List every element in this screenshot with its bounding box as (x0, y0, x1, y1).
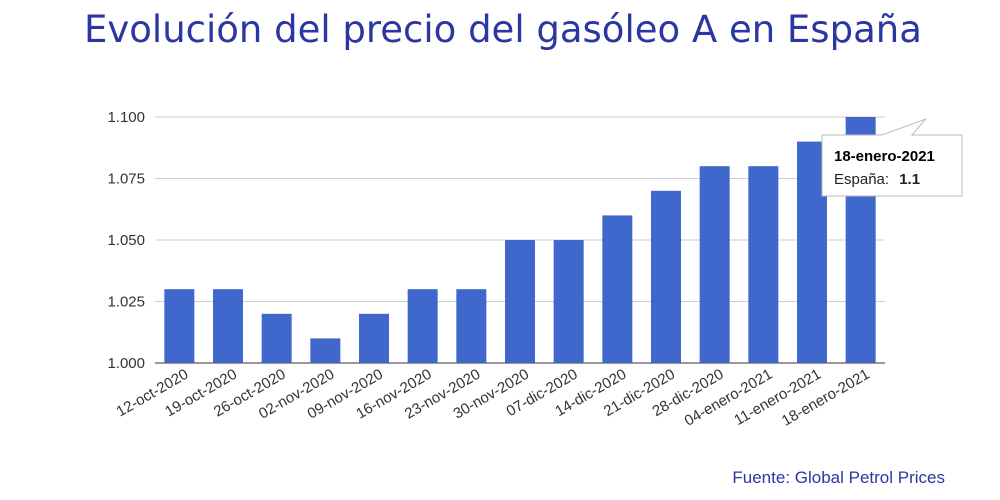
bar[interactable] (359, 313, 389, 363)
y-tick-label: 1.050 (107, 232, 145, 249)
tooltip-box (821, 117, 963, 197)
bar[interactable] (748, 166, 779, 363)
bar[interactable] (505, 240, 535, 363)
bars (164, 117, 876, 363)
tooltip-series-line: España: 1.1 (834, 171, 920, 188)
source-credit: Fuente: Global Petrol Prices (732, 468, 945, 487)
bar[interactable] (310, 338, 341, 363)
chart-title: Evolución del precio del gasóleo A en Es… (84, 8, 922, 51)
bar[interactable] (553, 240, 584, 363)
bar[interactable] (164, 289, 195, 363)
tooltip: 18-enero-2021 España: 1.1 (821, 117, 963, 197)
bar[interactable] (651, 190, 681, 363)
y-tick-label: 1.000 (107, 355, 145, 372)
x-axis-ticks: 12-oct-202019-oct-202026-oct-202002-nov-… (113, 366, 872, 430)
bar[interactable] (213, 289, 243, 363)
y-tick-label: 1.100 (107, 109, 145, 126)
bar[interactable] (699, 166, 730, 363)
tooltip-title: 18-enero-2021 (834, 148, 935, 165)
y-tick-label: 1.025 (107, 294, 145, 311)
y-axis-ticks: 1.000 1.025 1.050 1.075 1.100 (107, 109, 145, 372)
y-tick-label: 1.075 (107, 171, 145, 188)
bar[interactable] (456, 289, 487, 363)
tooltip-series-value: 1.1 (899, 171, 920, 188)
bar[interactable] (602, 215, 633, 363)
bar[interactable] (407, 289, 438, 363)
bar[interactable] (261, 313, 292, 363)
tooltip-series-label: España: (834, 171, 889, 188)
